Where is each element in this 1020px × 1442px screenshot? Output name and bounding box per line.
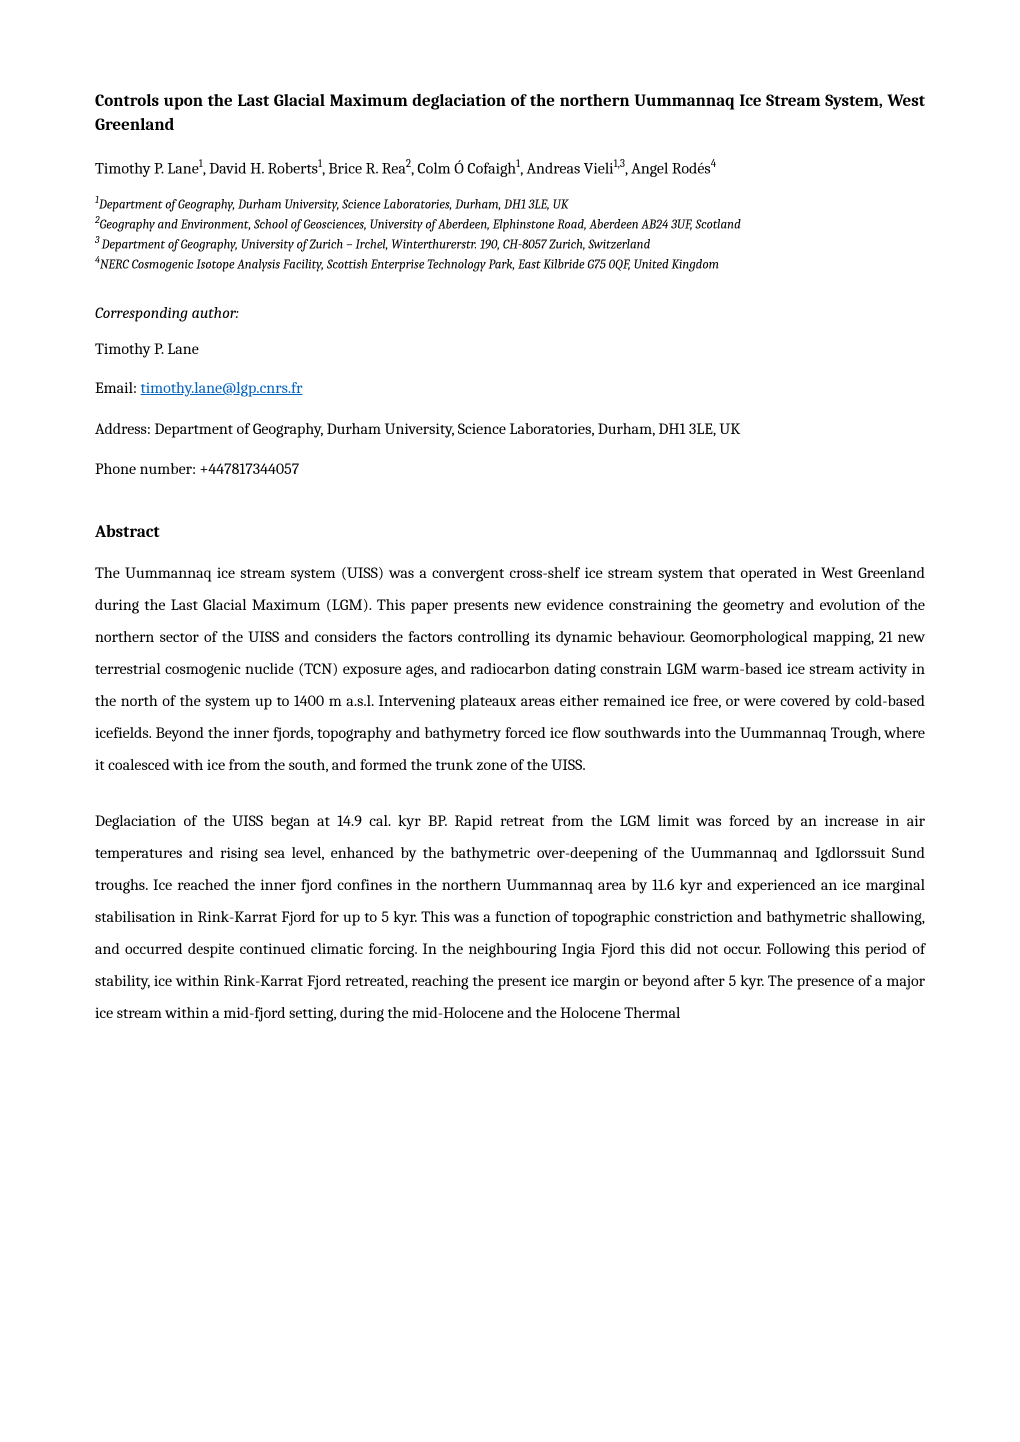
- corresponding-author-label: Corresponding author:: [95, 301, 925, 325]
- phone-label: Phone number:: [95, 460, 200, 478]
- affiliations-block: 1Department of Geography, Durham Univers…: [95, 194, 925, 274]
- address-line: Address: Department of Geography, Durham…: [95, 413, 925, 445]
- paper-title: Controls upon the Last Glacial Maximum d…: [95, 90, 925, 138]
- abstract-heading: Abstract: [95, 520, 925, 546]
- affiliation-4: 4NERC Cosmogenic Isotope Analysis Facili…: [95, 254, 925, 274]
- email-line: Email: timothy.lane@lgp.cnrs.fr: [95, 374, 925, 403]
- affiliation-1: 1Department of Geography, Durham Univers…: [95, 194, 925, 214]
- phone-number: +447817344057: [200, 460, 300, 478]
- phone-line: Phone number: +447817344057: [95, 455, 925, 484]
- corresponding-author-name: Timothy P. Lane: [95, 335, 925, 364]
- affiliation-3: 3 Department of Geography, University of…: [95, 234, 925, 254]
- abstract-paragraph-2: Deglaciation of the UISS began at 14.9 c…: [95, 805, 925, 1029]
- abstract-paragraph-1: The Uummannaq ice stream system (UISS) w…: [95, 557, 925, 781]
- email-link[interactable]: timothy.lane@lgp.cnrs.fr: [141, 379, 303, 397]
- email-label: Email:: [95, 379, 141, 397]
- affiliation-2: 2Geography and Environment, School of Ge…: [95, 214, 925, 234]
- author-list: Timothy P. Lane1, David H. Roberts1, Bri…: [95, 156, 925, 180]
